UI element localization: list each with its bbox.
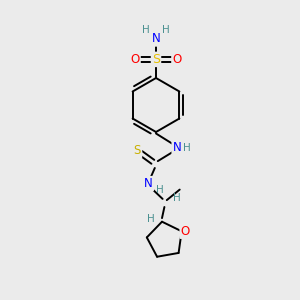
Text: N: N — [152, 32, 160, 46]
Text: S: S — [152, 53, 160, 66]
Text: H: H — [147, 214, 154, 224]
Text: H: H — [142, 25, 150, 35]
Text: O: O — [172, 53, 182, 66]
Text: H: H — [162, 25, 170, 35]
Text: H: H — [172, 193, 180, 203]
Text: N: N — [172, 141, 182, 154]
Text: S: S — [134, 144, 141, 157]
Text: O: O — [181, 225, 190, 238]
Text: N: N — [144, 177, 153, 190]
Text: O: O — [130, 53, 140, 66]
Text: H: H — [183, 142, 191, 153]
Text: H: H — [156, 184, 164, 195]
